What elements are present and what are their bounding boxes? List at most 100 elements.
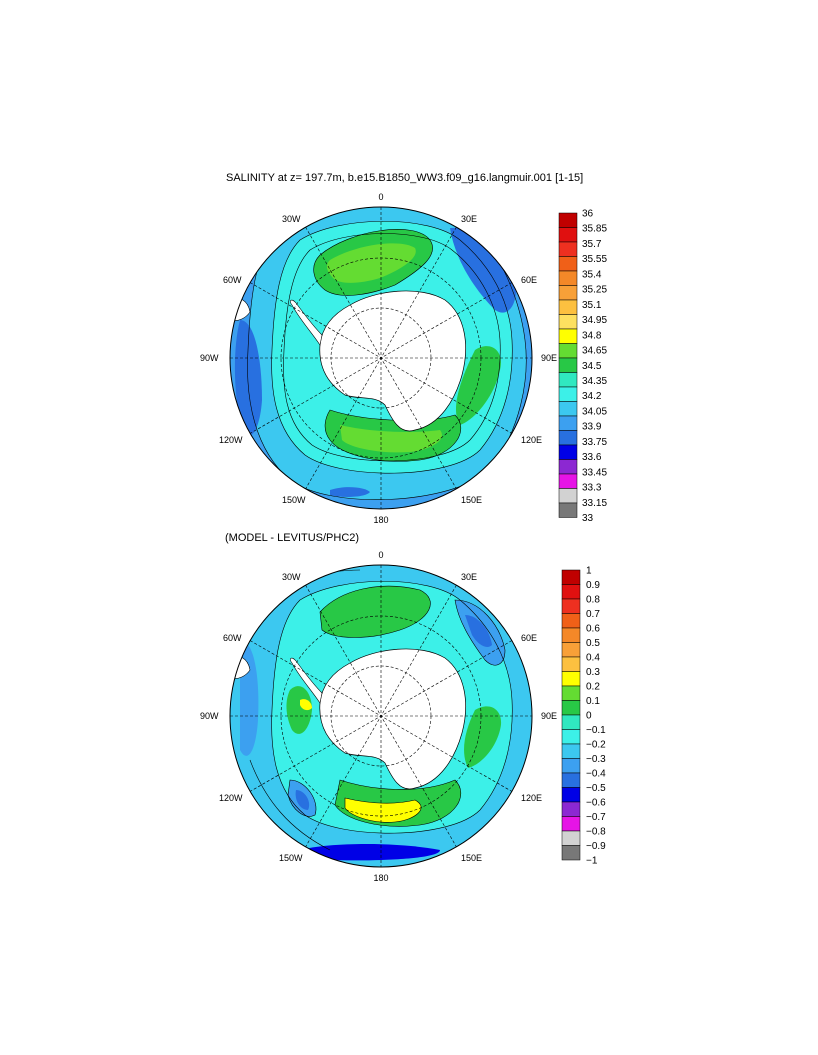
colorbar-label: 35.55 <box>582 254 607 265</box>
colorbar-label: 34.8 <box>582 330 602 341</box>
colorbar-label: −0.9 <box>586 841 606 852</box>
colorbar-swatch <box>558 314 578 330</box>
colorbar-swatch <box>558 212 578 228</box>
colorbar-swatch <box>558 386 578 402</box>
colorbar-swatch <box>561 729 581 745</box>
colorbar-swatch <box>561 627 581 643</box>
colorbar-swatch <box>558 299 578 315</box>
salinity-colorbar: 36 35.85 35.7 35.55 35.4 35.25 35.1 34.95 34.8 34… <box>558 209 607 524</box>
lon-label-120w: 120W <box>219 435 243 445</box>
colorbar-swatch <box>561 584 581 600</box>
colorbar-swatch <box>561 613 581 629</box>
colorbar-swatch <box>561 787 581 803</box>
colorbar-label: 0.1 <box>586 696 600 707</box>
colorbar-label: −0.3 <box>586 754 606 765</box>
colorbar-label: −0.2 <box>586 740 606 751</box>
lon-label-120e: 120E <box>521 435 542 445</box>
colorbar-label: 35.1 <box>582 300 602 311</box>
colorbar-swatch <box>558 256 578 272</box>
colorbar-swatch <box>558 473 578 489</box>
colorbar-swatch <box>558 343 578 359</box>
colorbar-swatch <box>561 569 581 585</box>
colorbar-swatch <box>558 328 578 344</box>
lon-label-90e: 90E <box>541 711 557 721</box>
colorbar-label: 35.25 <box>582 285 607 296</box>
lon-label-120w: 120W <box>219 793 243 803</box>
colorbar-label: 1 <box>586 566 592 577</box>
colorbar-label: 33.9 <box>582 422 602 433</box>
colorbar-label: 34.65 <box>582 346 607 357</box>
colorbar-swatch <box>561 743 581 759</box>
colorbar-label: −1 <box>586 856 598 867</box>
lon-label-60w: 60W <box>223 275 242 285</box>
lon-label-150e: 150E <box>461 495 482 505</box>
panel-1-title: SALINITY at z= 197.7m, b.e15.B1850_WW3.f… <box>226 172 584 184</box>
difference-map-longitude-labels: 0 30E 60E 90E 120E 150E 180 150W 120W 90… <box>200 550 557 883</box>
colorbar-label: −0.7 <box>586 812 606 823</box>
colorbar-label: 0.5 <box>586 638 600 649</box>
colorbar-label: 33.6 <box>582 452 602 463</box>
colorbar-label: 33 <box>582 513 594 524</box>
colorbar-label: 35.85 <box>582 224 607 235</box>
colorbar-swatch <box>558 241 578 257</box>
lon-label-60e: 60E <box>521 633 537 643</box>
colorbar-swatch <box>558 430 578 446</box>
colorbar-label: 36 <box>582 209 594 220</box>
lon-label-180: 180 <box>373 873 388 883</box>
colorbar-label: 34.5 <box>582 361 602 372</box>
colorbar-label: −0.6 <box>586 798 606 809</box>
colorbar-label: 33.75 <box>582 437 607 448</box>
colorbar-label: 34.05 <box>582 406 607 417</box>
colorbar-swatch <box>561 816 581 832</box>
colorbar-swatch <box>561 714 581 730</box>
lon-label-180: 180 <box>373 515 388 525</box>
lon-label-90e: 90E <box>541 353 557 363</box>
colorbar-label: 0.2 <box>586 682 600 693</box>
colorbar-swatch <box>558 459 578 475</box>
colorbar-swatch <box>561 830 581 846</box>
colorbar-label: 33.3 <box>582 483 602 494</box>
colorbar-label: 33.45 <box>582 467 607 478</box>
lon-label-90w: 90W <box>200 711 219 721</box>
lon-label-30w: 30W <box>282 572 301 582</box>
difference-colorbar: 1 0.9 0.8 0.7 0.6 0.5 0.4 0.3 0.2 0.1 0 −0.1 −0.2 −0.… <box>561 566 606 867</box>
lon-label-150e: 150E <box>461 853 482 863</box>
colorbar-label: 34.35 <box>582 376 607 387</box>
lon-label-150w: 150W <box>282 495 306 505</box>
lon-label-30e: 30E <box>461 214 477 224</box>
colorbar-swatch <box>558 502 578 518</box>
salinity-map-longitude-labels: 0 30E 60E 90E 120E 150E 180 150W 120W 90… <box>200 192 557 525</box>
colorbar-swatch <box>561 598 581 614</box>
colorbar-label: 34.95 <box>582 315 607 326</box>
colorbar-swatch <box>561 671 581 687</box>
colorbar-swatch <box>561 700 581 716</box>
difference-map <box>229 564 533 868</box>
colorbar-label: −0.4 <box>586 769 606 780</box>
colorbar-label: −0.8 <box>586 827 606 838</box>
lon-label-30w: 30W <box>282 214 301 224</box>
salinity-map <box>229 206 533 510</box>
colorbar-swatch <box>558 372 578 388</box>
lon-label-60e: 60E <box>521 275 537 285</box>
colorbar-label: −0.5 <box>586 783 606 794</box>
colorbar-swatch <box>558 444 578 460</box>
colorbar-label: 0.6 <box>586 624 600 635</box>
colorbar-label: 0.8 <box>586 595 600 606</box>
colorbar-label: 0.9 <box>586 580 600 591</box>
lon-label-30e: 30E <box>461 572 477 582</box>
colorbar-swatch <box>558 488 578 504</box>
colorbar-swatch <box>558 415 578 431</box>
colorbar-swatch <box>558 401 578 417</box>
colorbar-swatch <box>558 227 578 243</box>
colorbar-swatch <box>558 357 578 373</box>
colorbar-label: 34.2 <box>582 391 602 402</box>
colorbar-swatch <box>558 270 578 286</box>
colorbar-label: 0.3 <box>586 667 600 678</box>
colorbar-swatch <box>561 772 581 788</box>
colorbar-swatch <box>561 656 581 672</box>
colorbar-swatch <box>561 642 581 658</box>
colorbar-swatch <box>561 758 581 774</box>
colorbar-swatch <box>561 801 581 817</box>
colorbar-label: 0 <box>586 711 592 722</box>
